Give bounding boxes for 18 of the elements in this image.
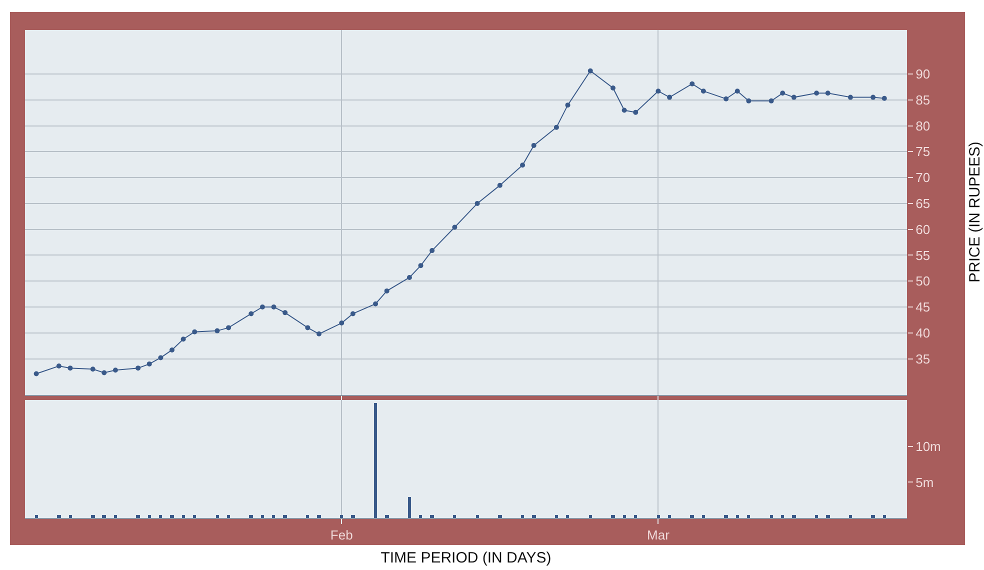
y-tick-label: 5m — [916, 474, 934, 490]
y-tick-label: 10m — [916, 439, 941, 454]
y-tick-label: 85 — [916, 92, 930, 108]
y-tick-label: 60 — [916, 222, 930, 237]
y-tick-label: 45 — [916, 300, 930, 315]
y-tick-label: 75 — [916, 144, 930, 160]
y-tick-label: 80 — [916, 118, 930, 134]
x-tick-label: Mar — [647, 528, 670, 543]
y-tick-label: 55 — [916, 248, 930, 263]
y-tick-label: 90 — [916, 66, 930, 82]
y-axis-title: PRICE (IN RUPEES) — [966, 142, 984, 282]
y-tick-label: 35 — [916, 351, 930, 366]
x-tick-label: Feb — [330, 528, 353, 543]
y-tick-label: 50 — [916, 274, 930, 289]
y-tick-label: 70 — [916, 170, 930, 186]
x-axis-title: TIME PERIOD (IN DAYS) — [380, 550, 552, 567]
y-tick-label: 40 — [916, 325, 930, 340]
y-tick-label: 65 — [916, 196, 930, 211]
